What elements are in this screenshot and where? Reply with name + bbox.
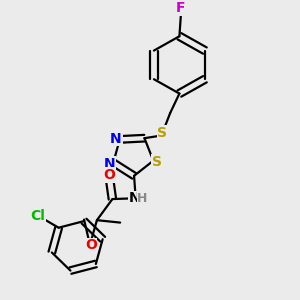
Text: N: N — [104, 157, 116, 171]
Text: S: S — [152, 155, 162, 169]
Text: S: S — [158, 126, 167, 140]
Text: O: O — [103, 168, 115, 182]
Text: Cl: Cl — [30, 208, 45, 223]
Text: N: N — [128, 191, 140, 206]
Text: N: N — [110, 131, 122, 146]
Text: O: O — [85, 238, 97, 252]
Text: F: F — [176, 1, 186, 15]
Text: H: H — [137, 192, 148, 205]
